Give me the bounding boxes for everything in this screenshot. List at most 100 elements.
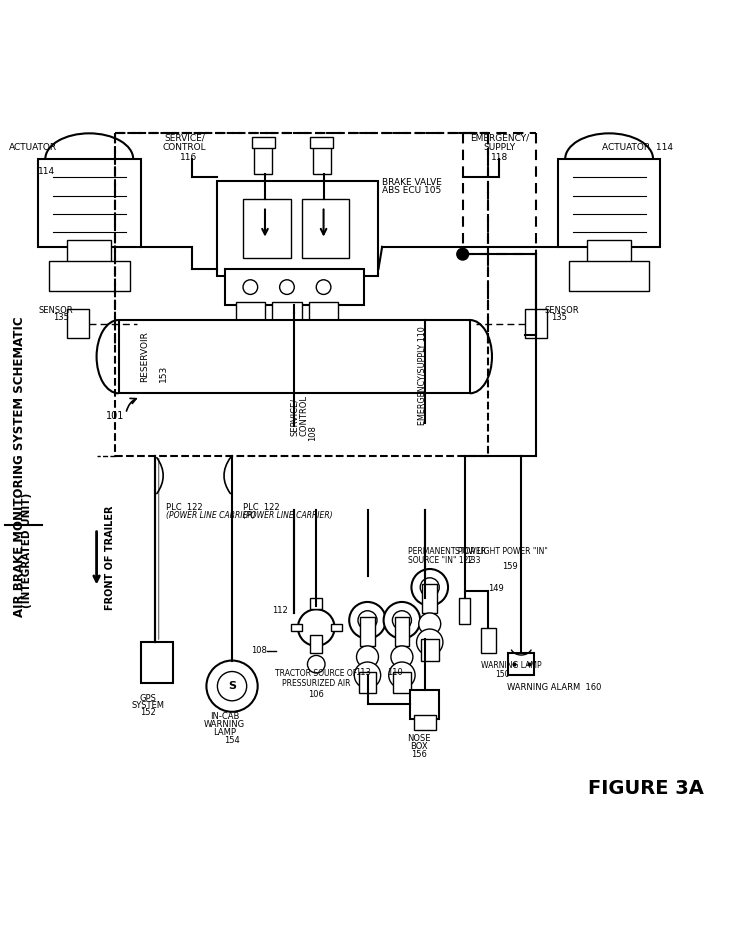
Text: ACTUATOR: ACTUATOR — [9, 143, 57, 152]
Bar — [118, 320, 470, 394]
Text: 150: 150 — [495, 670, 510, 678]
Text: 110: 110 — [387, 668, 403, 677]
Text: ABS ECU 105: ABS ECU 105 — [382, 187, 442, 195]
Circle shape — [358, 611, 377, 630]
Circle shape — [457, 248, 468, 260]
Bar — [272, 301, 301, 320]
Text: GPS: GPS — [140, 694, 157, 703]
Circle shape — [417, 629, 443, 655]
Circle shape — [354, 662, 381, 689]
Bar — [421, 638, 439, 661]
Bar — [309, 301, 338, 320]
Bar — [414, 716, 436, 731]
Text: (POWER LINE CARRIER): (POWER LINE CARRIER) — [166, 510, 256, 520]
Circle shape — [420, 578, 440, 597]
Text: SYSTEM: SYSTEM — [132, 701, 165, 710]
Text: SENSOR: SENSOR — [544, 306, 579, 314]
Text: EMERGENCY/SUPPLY 110: EMERGENCY/SUPPLY 110 — [418, 326, 427, 425]
Circle shape — [392, 611, 412, 630]
Text: IN-CAB: IN-CAB — [210, 712, 240, 721]
Circle shape — [384, 602, 420, 638]
Bar — [290, 624, 301, 632]
Text: 116: 116 — [179, 153, 197, 161]
Text: LAMP: LAMP — [213, 729, 236, 737]
Text: CONTROL: CONTROL — [299, 395, 308, 436]
Text: SERVICE/: SERVICE/ — [290, 397, 299, 436]
Bar — [395, 617, 409, 646]
Bar — [393, 672, 411, 693]
Text: 152: 152 — [140, 708, 156, 717]
Circle shape — [349, 602, 386, 638]
Circle shape — [457, 248, 468, 260]
Bar — [459, 598, 470, 624]
Bar — [243, 200, 290, 258]
Text: TRACTOR SOURCE OF
PRESSURIZED AIR: TRACTOR SOURCE OF PRESSURIZED AIR — [275, 669, 357, 689]
Bar — [569, 261, 650, 291]
Text: BOX: BOX — [410, 742, 428, 751]
Circle shape — [356, 646, 379, 668]
Bar — [115, 133, 488, 455]
Bar — [38, 159, 140, 247]
Circle shape — [207, 661, 258, 712]
Text: S: S — [228, 681, 236, 691]
Bar — [312, 145, 331, 174]
Bar — [525, 309, 547, 339]
Circle shape — [218, 672, 247, 701]
Bar — [558, 159, 660, 247]
Bar — [49, 261, 129, 291]
Bar — [254, 145, 272, 174]
Text: 108: 108 — [251, 647, 267, 655]
Bar — [225, 269, 364, 305]
Text: WARNING: WARNING — [204, 720, 245, 730]
Text: STOP LIGHT POWER "IN": STOP LIGHT POWER "IN" — [456, 548, 548, 556]
Bar — [310, 598, 322, 609]
Circle shape — [412, 569, 448, 606]
Bar — [587, 240, 631, 269]
Circle shape — [389, 662, 415, 689]
Bar — [140, 642, 173, 683]
Text: WARNING ALARM  160: WARNING ALARM 160 — [506, 683, 601, 692]
Text: NOSE: NOSE — [407, 734, 431, 743]
Text: 114: 114 — [38, 167, 55, 175]
Bar — [68, 309, 89, 339]
Bar — [218, 181, 379, 276]
Text: 101: 101 — [106, 411, 124, 421]
Text: PLC  122: PLC 122 — [166, 504, 203, 512]
Circle shape — [419, 613, 441, 635]
Text: 113: 113 — [355, 668, 371, 677]
Text: 112: 112 — [272, 606, 287, 615]
Text: 153: 153 — [159, 365, 168, 383]
Text: ACTUATOR  114: ACTUATOR 114 — [602, 143, 673, 152]
Text: 106: 106 — [308, 690, 324, 699]
Text: (INTEGRATED UNIT): (INTEGRATED UNIT) — [22, 493, 32, 608]
Bar — [236, 301, 265, 320]
Text: 159: 159 — [503, 562, 518, 571]
Circle shape — [391, 646, 413, 668]
Text: AIR BRAKE MONITORING SYSTEM SCHEMATIC: AIR BRAKE MONITORING SYSTEM SCHEMATIC — [13, 316, 26, 617]
Bar — [68, 240, 111, 269]
Bar — [252, 137, 274, 148]
Text: PLC  122: PLC 122 — [243, 504, 279, 512]
Bar — [410, 689, 440, 719]
Text: 149: 149 — [488, 584, 503, 593]
Text: WARNING LAMP: WARNING LAMP — [481, 661, 542, 670]
Circle shape — [243, 280, 258, 295]
Circle shape — [279, 280, 294, 295]
Text: SOURCE "IN" 122: SOURCE "IN" 122 — [408, 556, 473, 565]
Text: SUPPLY: SUPPLY — [483, 143, 515, 152]
Text: EMERGENCY/: EMERGENCY/ — [470, 133, 529, 143]
Text: 135: 135 — [551, 313, 567, 322]
Text: CONTROL: CONTROL — [162, 143, 207, 152]
Circle shape — [307, 655, 325, 673]
Circle shape — [316, 280, 331, 295]
Bar — [360, 617, 375, 646]
Text: (POWER LINE CARRIER): (POWER LINE CARRIER) — [243, 510, 333, 520]
Text: SENSOR: SENSOR — [39, 306, 74, 314]
Bar — [310, 635, 322, 653]
Text: FIGURE 3A: FIGURE 3A — [588, 779, 703, 798]
Text: 108: 108 — [308, 425, 317, 440]
Bar — [481, 628, 495, 653]
Text: 156: 156 — [411, 750, 427, 759]
Text: SERVICE/: SERVICE/ — [164, 133, 205, 143]
Bar — [359, 672, 376, 693]
